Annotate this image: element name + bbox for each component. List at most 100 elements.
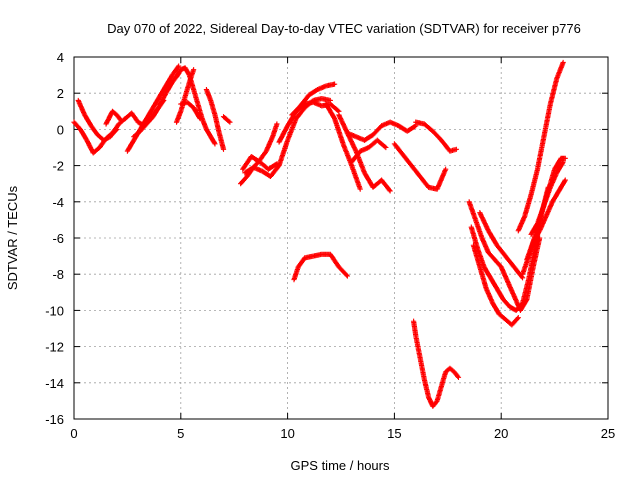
marker-trail	[488, 276, 499, 291]
marker-trail	[266, 161, 279, 172]
series-arc-32	[528, 159, 566, 237]
data-point	[191, 67, 197, 73]
marker-trail	[439, 370, 448, 388]
marker-trail	[550, 189, 561, 204]
marker-trail	[495, 243, 508, 258]
marker-trail	[249, 154, 262, 164]
marker-trail	[170, 64, 181, 77]
marker-trail	[434, 385, 444, 403]
marker-trail	[208, 99, 218, 117]
marker-trail	[375, 138, 388, 150]
marker-trail	[497, 312, 507, 322]
data-point	[383, 144, 389, 151]
x-tick-label: 0	[70, 426, 77, 441]
series-arc-11	[220, 114, 233, 125]
marker-trail	[431, 129, 443, 142]
y-tick-label: -2	[52, 159, 64, 174]
series-arc-8	[173, 67, 197, 125]
marker-trail	[392, 142, 405, 157]
series-arc-18	[323, 101, 363, 192]
chart-title: Day 070 of 2022, Sidereal Day-to-day VTE…	[107, 21, 581, 36]
marker-trail	[520, 276, 532, 305]
marker-trail	[104, 109, 115, 126]
series-arc-10	[203, 86, 227, 152]
marker-trail	[541, 186, 553, 207]
axis-ticks	[73, 56, 609, 420]
data-point	[560, 159, 566, 165]
marker-trail	[479, 236, 491, 254]
data-point	[562, 155, 568, 161]
marker-trail	[270, 122, 280, 138]
marker-trail	[531, 229, 542, 244]
marker-trail	[363, 132, 375, 143]
marker-trail	[486, 250, 497, 262]
marker-trail	[324, 102, 337, 120]
marker-trail	[475, 247, 487, 269]
marker-trail	[129, 111, 140, 124]
marker-trail	[541, 102, 553, 138]
marker-trail	[264, 135, 275, 153]
data-point	[114, 126, 120, 132]
marker-trail	[268, 164, 281, 178]
y-tick-label: -6	[52, 231, 64, 246]
marker-trail	[142, 117, 153, 128]
marker-trail	[510, 316, 520, 327]
marker-trail	[290, 104, 303, 117]
data-series	[71, 59, 568, 409]
marker-trail	[439, 138, 452, 153]
marker-trail	[294, 106, 307, 121]
marker-trail	[132, 129, 142, 139]
data-point	[455, 374, 462, 380]
data-point	[331, 81, 338, 87]
series-arc-17	[291, 251, 351, 283]
marker-trail	[337, 265, 350, 278]
marker-trail	[524, 240, 536, 261]
x-tick-label: 5	[177, 426, 184, 441]
marker-trail	[155, 99, 166, 111]
marker-trail	[435, 167, 448, 191]
marker-trail	[467, 200, 478, 222]
marker-trail	[149, 108, 160, 120]
data-point	[387, 188, 393, 194]
series-arc-22	[391, 141, 449, 192]
marker-trail	[89, 124, 100, 137]
marker-trail	[493, 258, 503, 269]
y-axis-label: SDTVAR / TECUs	[5, 185, 20, 290]
marker-trail	[448, 366, 456, 374]
y-tick-label: -16	[45, 412, 64, 427]
marker-trail	[469, 225, 480, 251]
marker-trail	[238, 174, 249, 186]
series-arc-2	[75, 97, 120, 143]
marker-trail	[418, 174, 431, 189]
series-arc-9	[178, 99, 203, 122]
y-tick-label: -12	[45, 340, 64, 355]
marker-trail	[332, 117, 346, 146]
marker-trail	[526, 244, 538, 280]
marker-trail	[490, 301, 501, 316]
marker-trail	[76, 99, 87, 117]
marker-trail	[182, 81, 192, 99]
y-tick-label: -14	[45, 376, 64, 391]
marker-trail	[514, 301, 525, 312]
marker-trail	[151, 95, 162, 110]
marker-trail	[102, 134, 112, 143]
marker-trail	[125, 138, 136, 153]
series-arc-7	[173, 65, 218, 147]
marker-trail	[499, 265, 510, 283]
marker-trail	[349, 164, 363, 191]
marker-trail	[82, 113, 93, 128]
marker-trail	[296, 256, 307, 269]
marker-trail	[336, 113, 350, 135]
data-point	[220, 146, 227, 152]
marker-trail	[276, 138, 290, 167]
y-tick-label: -8	[52, 267, 64, 282]
marker-trail	[328, 252, 341, 269]
marker-trail	[486, 229, 499, 247]
series-arc-12	[238, 121, 280, 187]
series-arc-28	[477, 210, 526, 281]
marker-trail	[417, 356, 427, 381]
x-tick-label: 20	[494, 426, 508, 441]
marker-trail	[516, 214, 527, 233]
y-tick-label: 0	[57, 122, 64, 137]
series-arc-16	[289, 81, 338, 118]
